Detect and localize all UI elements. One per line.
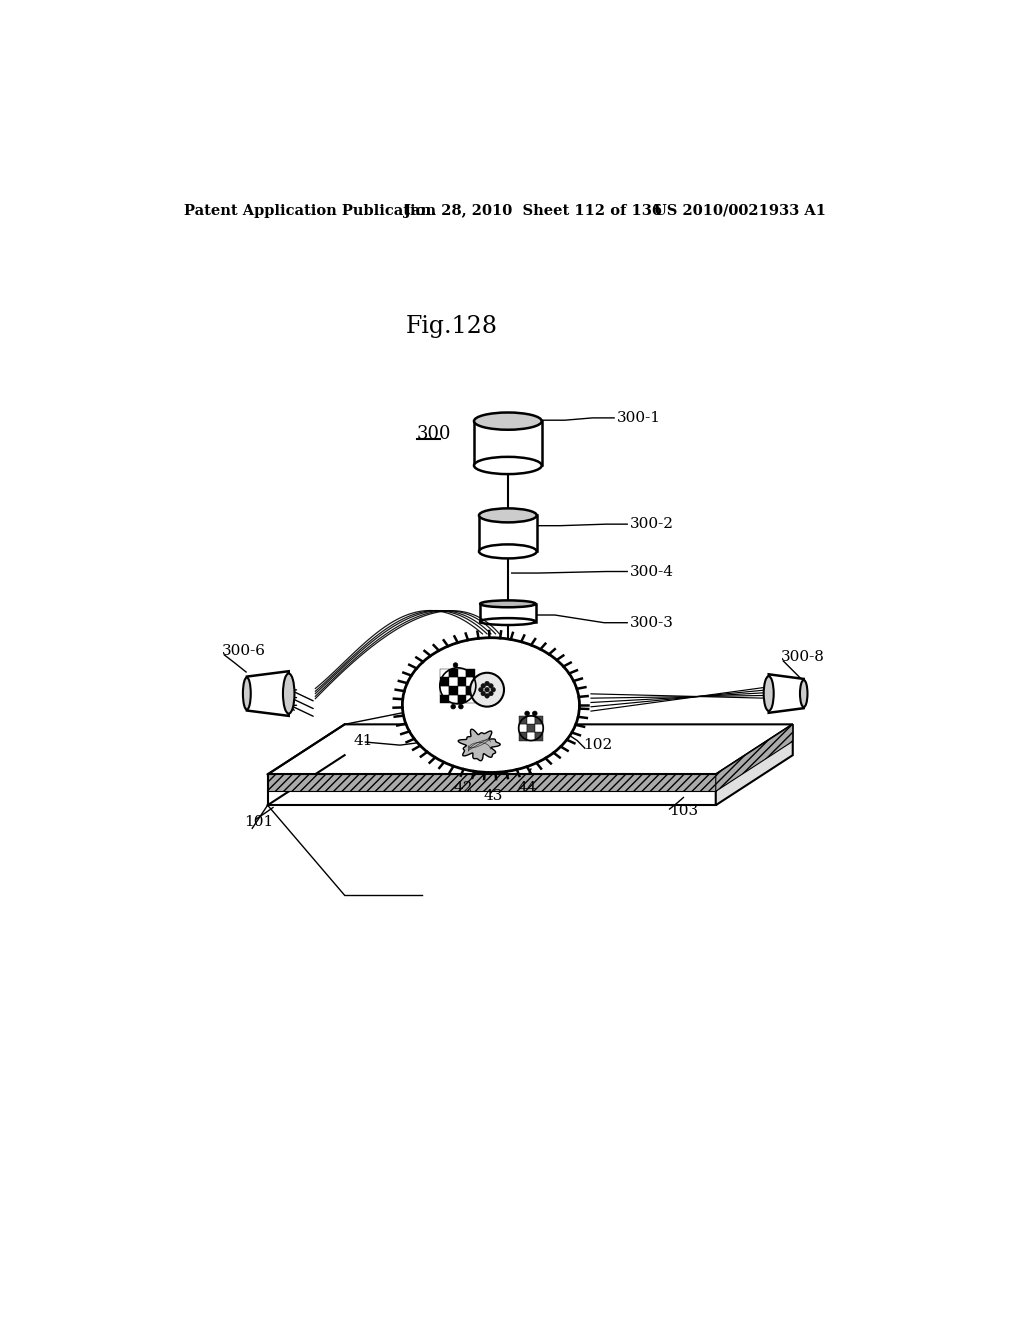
Bar — [467, 668, 475, 677]
Bar — [536, 715, 544, 725]
Ellipse shape — [474, 457, 542, 474]
Bar — [518, 715, 527, 725]
Ellipse shape — [283, 673, 295, 714]
Bar — [458, 668, 467, 677]
Text: 300-1: 300-1 — [617, 411, 662, 425]
Polygon shape — [769, 675, 804, 713]
Bar — [518, 725, 527, 733]
Bar — [440, 694, 450, 704]
Circle shape — [478, 688, 483, 692]
Text: 44: 44 — [517, 781, 537, 795]
Circle shape — [484, 688, 489, 692]
Circle shape — [481, 692, 485, 696]
Text: 41: 41 — [354, 734, 374, 747]
Circle shape — [451, 705, 456, 709]
FancyBboxPatch shape — [479, 515, 537, 552]
Text: 300-3: 300-3 — [631, 615, 674, 630]
Text: 42: 42 — [454, 781, 473, 795]
Ellipse shape — [479, 544, 537, 558]
Polygon shape — [267, 775, 716, 805]
Circle shape — [484, 693, 489, 698]
Text: 300-2: 300-2 — [631, 517, 674, 531]
Bar — [527, 725, 536, 733]
Text: 103: 103 — [670, 804, 698, 818]
Bar — [450, 686, 458, 694]
Text: Fig.128: Fig.128 — [407, 314, 499, 338]
Bar — [467, 694, 475, 704]
Ellipse shape — [764, 676, 774, 711]
Ellipse shape — [480, 601, 536, 607]
Circle shape — [459, 705, 463, 709]
Polygon shape — [716, 725, 793, 792]
Ellipse shape — [474, 413, 542, 430]
Text: 43: 43 — [483, 789, 503, 803]
FancyBboxPatch shape — [480, 603, 536, 622]
Bar — [467, 686, 475, 694]
Ellipse shape — [402, 638, 580, 772]
Circle shape — [481, 684, 485, 688]
Bar — [527, 733, 536, 741]
Text: 300-6: 300-6 — [221, 644, 265, 659]
Polygon shape — [458, 729, 500, 760]
Circle shape — [532, 711, 538, 715]
Bar — [536, 733, 544, 741]
Bar — [440, 686, 450, 694]
Ellipse shape — [479, 508, 537, 523]
Bar — [458, 694, 467, 704]
Bar — [458, 677, 467, 686]
Circle shape — [488, 684, 494, 688]
Circle shape — [490, 688, 496, 692]
Text: Patent Application Publication: Patent Application Publication — [184, 203, 436, 218]
Bar — [450, 694, 458, 704]
Text: 101: 101 — [245, 816, 273, 829]
Circle shape — [470, 673, 504, 706]
Bar — [450, 668, 458, 677]
Ellipse shape — [800, 680, 808, 708]
Bar — [527, 715, 536, 725]
Circle shape — [454, 663, 458, 668]
Ellipse shape — [243, 677, 251, 710]
Text: Jan. 28, 2010  Sheet 112 of 136: Jan. 28, 2010 Sheet 112 of 136 — [403, 203, 662, 218]
Text: 300-4: 300-4 — [631, 565, 674, 578]
Bar — [440, 668, 450, 677]
Circle shape — [484, 681, 489, 686]
Text: 300: 300 — [417, 425, 452, 444]
Bar — [440, 677, 450, 686]
Polygon shape — [267, 725, 793, 775]
Bar — [536, 725, 544, 733]
FancyBboxPatch shape — [474, 421, 542, 466]
Ellipse shape — [480, 618, 536, 626]
Bar — [518, 733, 527, 741]
Bar — [467, 677, 475, 686]
Bar — [450, 677, 458, 686]
Polygon shape — [247, 671, 289, 715]
Bar — [458, 686, 467, 694]
Text: 102: 102 — [584, 738, 612, 752]
Polygon shape — [716, 725, 793, 805]
Text: US 2010/0021933 A1: US 2010/0021933 A1 — [654, 203, 826, 218]
Circle shape — [488, 692, 494, 696]
Text: 300-8: 300-8 — [781, 651, 825, 664]
Polygon shape — [267, 775, 716, 792]
Circle shape — [525, 711, 529, 715]
